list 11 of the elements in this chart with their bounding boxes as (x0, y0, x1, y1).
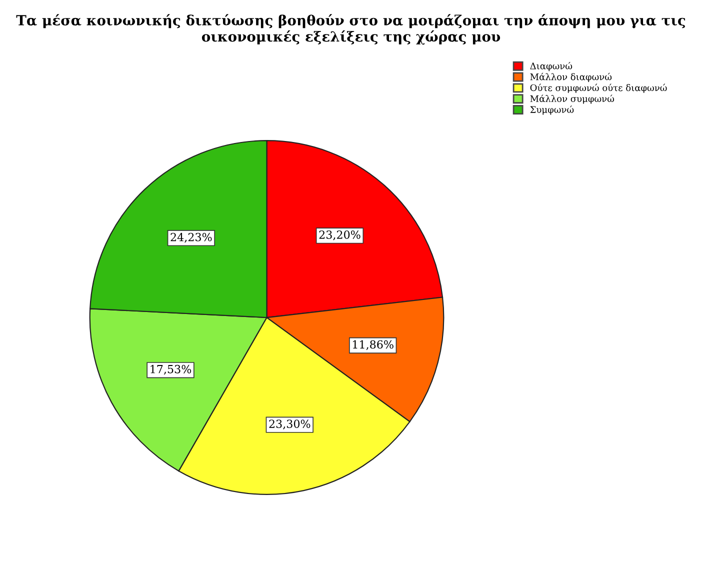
legend-label: Διαφωνώ (530, 62, 572, 72)
legend-label: Συμφωνώ (530, 106, 574, 115)
data-label: 11,86% (353, 340, 394, 350)
data-label: 23,20% (319, 230, 360, 240)
data-label: 23,30% (269, 420, 310, 430)
legend-label: Μάλλον διαφωνώ (530, 72, 612, 82)
data-label: 24,23% (170, 232, 212, 243)
data-label: 17,53% (150, 364, 192, 375)
chart-title: Τα μέσα κοινωνικής δικτύωσης βοηθούν στο να μοιράζομαι την άποψη μου για τις οικονομικές εξελίξεις της χώρας μου (16, 14, 686, 45)
legend-label: Μάλλον συμφωνώ (530, 94, 614, 104)
legend-label: Ούτε συμφωνώ ούτε διαφωνώ (530, 84, 667, 93)
